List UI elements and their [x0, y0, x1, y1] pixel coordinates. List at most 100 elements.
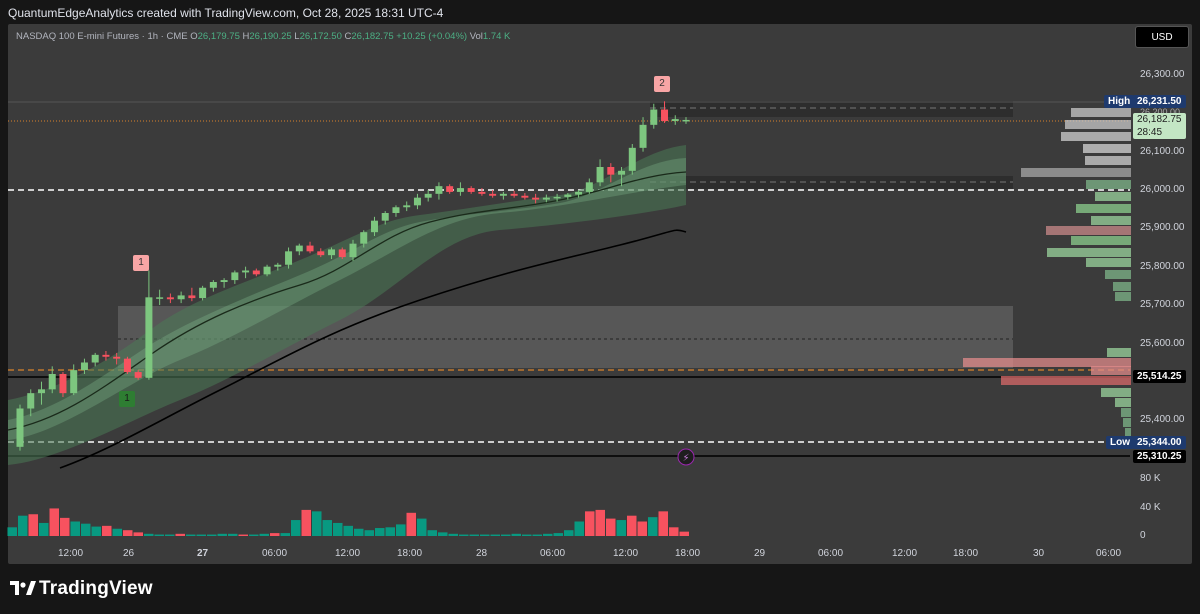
low-tag-label: Low	[1106, 436, 1134, 449]
volume-bar	[102, 525, 112, 536]
candle-body	[48, 374, 56, 390]
time-tick: 27	[197, 548, 209, 559]
candle-body	[134, 372, 142, 378]
volume-bar	[385, 527, 395, 536]
volume-tick: 0	[1140, 530, 1146, 541]
volume-bar	[564, 530, 574, 536]
candle-body	[338, 249, 346, 258]
volume-tick: 80 K	[1140, 473, 1161, 484]
volume-bar	[259, 533, 269, 536]
volume-bar	[270, 533, 280, 536]
currency-button[interactable]: USD	[1135, 26, 1189, 48]
candle-body	[263, 266, 271, 275]
time-tick: 26	[123, 548, 135, 559]
time-tick: 12:00	[335, 548, 361, 559]
volume-bar	[511, 533, 521, 536]
volume-bar	[354, 528, 364, 536]
volume-bar	[322, 520, 332, 536]
candle-body	[575, 191, 583, 195]
volume-profile-row	[1085, 156, 1131, 165]
lightning-icon: ⚡	[682, 453, 689, 464]
candle-body	[188, 295, 196, 299]
low-value: 26,172.50	[299, 31, 342, 42]
time-tick: 06:00	[262, 548, 288, 559]
volume-profile-row	[1071, 108, 1131, 117]
volume-profile-row	[1115, 398, 1131, 407]
candle-body	[252, 270, 260, 275]
candle-body	[682, 119, 690, 122]
volume-tick: 40 K	[1140, 502, 1161, 513]
candle-body	[607, 167, 615, 175]
volume-bar	[606, 518, 616, 536]
symbol-name[interactable]: NASDAQ 100 E-mini Futures · 1h · CME	[16, 31, 188, 42]
volume-bar	[238, 534, 248, 536]
volume-bar	[112, 528, 122, 536]
volume-bar	[532, 534, 542, 536]
volume-bar	[522, 534, 532, 536]
sell-signal-marker-2[interactable]: 2	[654, 76, 670, 92]
volume-bar	[280, 533, 290, 536]
close-label: C	[344, 31, 352, 42]
candle-body	[585, 182, 593, 192]
brand-name: TradingView	[39, 578, 153, 599]
supply-zone-top	[650, 101, 1013, 117]
time-tick: 06:00	[818, 548, 844, 559]
volume-bar	[70, 521, 80, 536]
volume-profile-row	[1101, 388, 1131, 397]
volume-profile-row	[1086, 180, 1131, 189]
candle-body	[596, 167, 604, 183]
current-price-tag: 26,182.75 28:45	[1133, 113, 1186, 139]
volume-bar	[375, 528, 385, 536]
volume-bars-group	[7, 508, 689, 536]
volume-bar	[301, 509, 311, 536]
volume-profile-row	[1065, 120, 1131, 129]
volume-bar	[144, 533, 154, 536]
volume-profile-row	[1071, 236, 1131, 245]
tradingview-logo-icon	[10, 581, 36, 595]
close-value: 26,182.75	[351, 31, 394, 42]
candle-body	[156, 297, 164, 299]
candle-body	[370, 220, 378, 233]
volume-bar	[627, 515, 637, 536]
candle-body	[553, 196, 561, 199]
volume-profile-row	[1123, 418, 1131, 427]
candle-body	[199, 287, 207, 299]
tradingview-logo[interactable]: TradingView	[10, 578, 153, 600]
price-tick: 25,700.00	[1140, 299, 1185, 310]
volume-bar	[343, 525, 353, 536]
buy-signal-marker[interactable]: 1	[119, 391, 135, 407]
sell-signal-marker-1[interactable]: 1	[133, 255, 149, 271]
volume-bar	[480, 534, 490, 536]
candle-body	[274, 264, 282, 267]
price-tick: 25,600.00	[1140, 338, 1185, 349]
volume-bar	[249, 534, 259, 536]
price-tick: 25,900.00	[1140, 222, 1185, 233]
volume-bar	[217, 533, 227, 536]
volume-bar	[427, 530, 437, 536]
candle-body	[510, 193, 518, 196]
volume-bar	[543, 533, 553, 536]
candle-body	[532, 197, 540, 200]
candle-body	[27, 393, 35, 409]
high-tag-value: 26,231.50	[1133, 95, 1186, 108]
candle-body	[306, 245, 314, 252]
volume-profile-row	[1107, 348, 1131, 357]
candle-body	[489, 193, 497, 196]
time-tick: 18:00	[397, 548, 423, 559]
time-tick: 30	[1033, 548, 1045, 559]
volume-bar	[49, 508, 59, 536]
volume-bar	[679, 531, 689, 536]
high-value: 26,190.25	[249, 31, 292, 42]
candle-body	[70, 370, 78, 394]
level-25310-tag: 25,310.25	[1133, 450, 1186, 463]
symbol-legend[interactable]: NASDAQ 100 E-mini Futures · 1h · CME O26…	[16, 31, 510, 42]
price-tick: 26,300.00	[1140, 69, 1185, 80]
bar-countdown: 28:45	[1137, 127, 1163, 138]
volume-profile-row	[1113, 282, 1131, 291]
volume-bar	[469, 534, 479, 536]
volume-bar	[91, 526, 101, 536]
candle-body	[285, 251, 293, 265]
candle-body	[37, 389, 45, 394]
volume-profile-row	[1047, 248, 1131, 257]
